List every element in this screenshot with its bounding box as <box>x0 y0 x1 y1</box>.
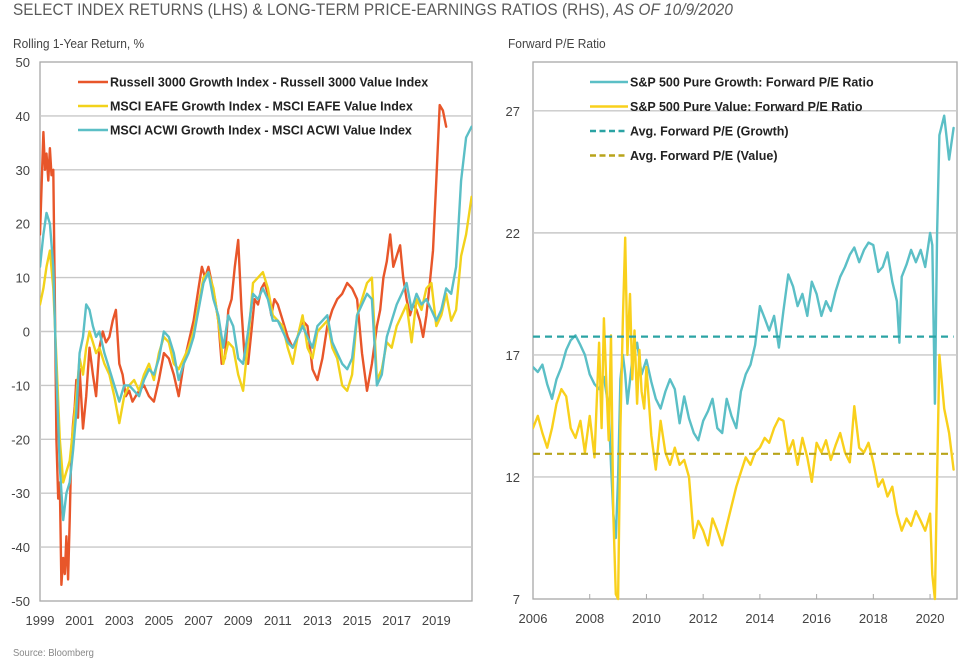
y-tick-label: 17 <box>506 348 520 363</box>
legend-label: Russell 3000 Growth Index - Russell 3000… <box>110 76 428 90</box>
y-tick-label: 7 <box>513 592 520 607</box>
y-tick-label: 30 <box>16 163 30 178</box>
x-tick-label: 2011 <box>264 613 292 628</box>
left-axis-title: Rolling 1-Year Return, % <box>13 36 145 51</box>
x-tick-label: 1999 <box>26 613 55 628</box>
x-tick-label: 2009 <box>224 613 253 628</box>
series-line-acwi <box>40 125 472 522</box>
x-tick-label: 2017 <box>382 613 411 628</box>
x-tick-label: 2010 <box>632 611 661 626</box>
y-tick-label: 50 <box>16 55 30 70</box>
chart-title-main: SELECT INDEX RETURNS (LHS) & LONG-TERM P… <box>13 0 614 19</box>
legend: Russell 3000 Growth Index - Russell 3000… <box>78 76 428 138</box>
x-tick-label: 2018 <box>859 611 888 626</box>
y-tick-label: 0 <box>23 325 30 340</box>
series-line-growth <box>533 114 955 540</box>
legend: S&P 500 Pure Growth: Forward P/E Ratio S&… <box>590 76 874 163</box>
series-line-eafe <box>40 195 472 484</box>
source-note: Source: Bloomberg <box>13 647 94 659</box>
right-axis-title: Forward P/E Ratio <box>508 36 606 51</box>
x-tick-label: 2013 <box>303 613 332 628</box>
y-tick-label: 10 <box>16 271 30 286</box>
x-tick-label: 2012 <box>689 611 718 626</box>
x-tick-label: 2020 <box>916 611 945 626</box>
y-tick-label: 20 <box>16 217 30 232</box>
y-tick-label: -10 <box>11 378 30 393</box>
series-group <box>40 103 472 586</box>
legend-label: S&P 500 Pure Growth: Forward P/E Ratio <box>630 76 874 90</box>
left-chart-returns: 50 40 30 20 10 0 -10 -20 -30 -40 -50 1999 2001 2003 20… <box>11 55 473 628</box>
series-group <box>533 114 955 601</box>
x-tick-label: 2003 <box>105 613 134 628</box>
x-tick-label: 2016 <box>802 611 831 626</box>
plot-frame <box>532 61 958 600</box>
y-tick-label: -30 <box>11 486 30 501</box>
chart-title-date: AS OF 10/9/2020 <box>613 0 733 19</box>
x-tick-label: 2001 <box>65 613 94 628</box>
x-tick-label: 2019 <box>422 613 451 628</box>
legend-label: MSCI ACWI Growth Index - MSCI ACWI Value… <box>110 124 412 138</box>
x-tick-label: 2014 <box>745 611 774 626</box>
x-tick-label: 2006 <box>519 611 548 626</box>
y-tick-label: 27 <box>506 104 520 119</box>
y-tick-label: -40 <box>11 540 30 555</box>
y-tick-label: 12 <box>506 470 520 485</box>
y-tick-label: 22 <box>506 226 520 241</box>
x-tick-label: 2005 <box>144 613 173 628</box>
x-tick-label: 2008 <box>575 611 604 626</box>
x-tick-label: 2015 <box>343 613 372 628</box>
legend-label: Avg. Forward P/E (Value) <box>630 149 778 163</box>
y-tick-label: 40 <box>16 109 30 124</box>
legend-label: Avg. Forward P/E (Growth) <box>630 125 789 139</box>
legend-label: S&P 500 Pure Value: Forward P/E Ratio <box>630 100 863 114</box>
chart-title: SELECT INDEX RETURNS (LHS) & LONG-TERM P… <box>13 0 733 20</box>
series-line-value <box>533 236 955 601</box>
right-chart-pe: 27 22 17 12 7 2006 2008 2010 2012 2014 2016 2018 202… <box>506 61 958 626</box>
y-tick-label: -20 <box>11 432 30 447</box>
y-tick-label: -50 <box>11 594 30 609</box>
legend-label: MSCI EAFE Growth Index - MSCI EAFE Value… <box>110 100 413 114</box>
x-tick-label: 2007 <box>184 613 213 628</box>
